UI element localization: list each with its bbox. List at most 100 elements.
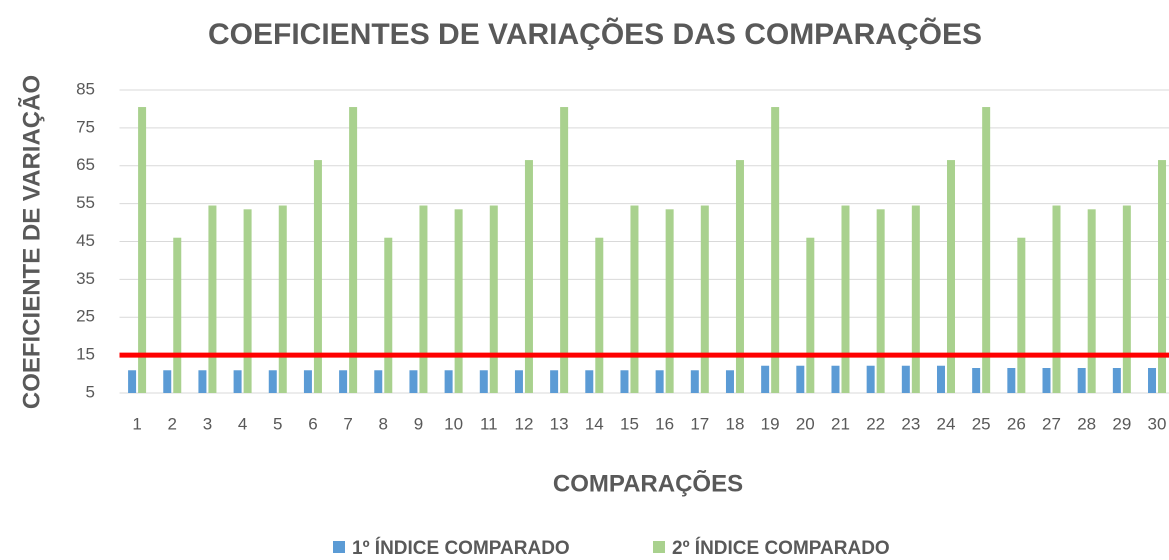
legend-swatch: [653, 541, 665, 553]
bar: [313, 160, 322, 393]
x-tick-label: 22: [866, 414, 885, 433]
x-tick-label: 24: [937, 414, 956, 433]
bar: [806, 237, 815, 393]
y-tick-label: 5: [86, 382, 95, 401]
bar: [1077, 368, 1086, 393]
x-tick-label: 7: [343, 414, 352, 433]
bar: [585, 370, 594, 393]
bar: [233, 370, 242, 393]
bar: [841, 205, 850, 393]
bar: [243, 209, 252, 393]
x-tick-label: 18: [726, 414, 745, 433]
bar: [198, 370, 207, 393]
x-tick-label: 6: [308, 414, 317, 433]
bar: [595, 237, 604, 393]
legend-label: 1º ÍNDICE COMPARADO: [352, 537, 570, 559]
bar: [725, 370, 734, 393]
bar: [339, 370, 348, 393]
bar: [138, 107, 147, 393]
legend-swatch: [333, 541, 345, 553]
x-tick-label: 14: [585, 414, 604, 433]
x-tick-label: 20: [796, 414, 815, 433]
bar: [911, 205, 920, 393]
bar: [514, 370, 523, 393]
bar: [761, 365, 770, 393]
bar: [866, 365, 875, 393]
x-tick-label: 1: [132, 414, 141, 433]
bar: [735, 160, 744, 393]
y-tick-label: 85: [76, 79, 95, 98]
bar: [1158, 160, 1167, 393]
bar: [1052, 205, 1061, 393]
bar: [771, 107, 780, 393]
bar: [444, 370, 453, 393]
x-tick-label: 4: [238, 414, 247, 433]
y-tick-label: 65: [76, 155, 95, 174]
x-tick-label: 8: [379, 414, 388, 433]
x-tick-label: 29: [1112, 414, 1131, 433]
bar: [982, 107, 991, 393]
x-tick-label: 19: [761, 414, 780, 433]
bar: [1148, 368, 1157, 393]
bar: [560, 107, 569, 393]
bar: [208, 205, 217, 393]
x-tick-label: 21: [831, 414, 850, 433]
bar: [901, 365, 910, 393]
bar: [690, 370, 699, 393]
bar: [374, 370, 383, 393]
y-tick-label: 35: [76, 269, 95, 288]
bar: [163, 370, 172, 393]
bar: [1007, 368, 1016, 393]
x-tick-label: 16: [655, 414, 674, 433]
bar: [489, 205, 498, 393]
x-tick-label: 11: [480, 414, 498, 433]
x-tick-label: 17: [690, 414, 709, 433]
bar: [1087, 209, 1096, 393]
bar: [831, 365, 840, 393]
y-tick-label: 75: [76, 117, 95, 136]
bar: [700, 205, 709, 393]
x-tick-label: 26: [1007, 414, 1026, 433]
x-tick-label: 5: [273, 414, 282, 433]
bar: [550, 370, 559, 393]
x-tick-label: 9: [414, 414, 423, 433]
bar: [384, 237, 393, 393]
bar: [419, 205, 428, 393]
x-axis-title: COMPARAÇÕES: [553, 469, 743, 497]
x-tick-label: 2: [168, 414, 177, 433]
y-tick-label: 55: [76, 193, 95, 212]
x-tick-label: 15: [620, 414, 639, 433]
x-tick-label: 3: [203, 414, 212, 433]
chart-title: COEFICIENTES DE VARIAÇÕES DAS COMPARAÇÕE…: [208, 17, 982, 51]
bar: [454, 209, 463, 393]
bar: [946, 160, 955, 393]
x-tick-label: 27: [1042, 414, 1061, 433]
bar: [665, 209, 674, 393]
bar: [524, 160, 533, 393]
bar: [936, 365, 945, 393]
x-tick-label: 23: [901, 414, 920, 433]
bar: [1122, 205, 1131, 393]
bar: [972, 368, 981, 393]
y-tick-label: 15: [76, 345, 95, 364]
bar: [303, 370, 312, 393]
bar: [173, 237, 182, 393]
bar: [620, 370, 629, 393]
legend-label: 2º ÍNDICE COMPARADO: [672, 537, 890, 559]
bar: [278, 205, 287, 393]
bar: [655, 370, 664, 393]
bar: [1112, 368, 1121, 393]
y-tick-label: 25: [76, 307, 95, 326]
bar: [796, 365, 805, 393]
y-axis-title: COEFICIENTE DE VARIAÇÃO: [17, 75, 45, 409]
x-tick-label: 12: [514, 414, 533, 433]
x-tick-label: 30: [1148, 414, 1167, 433]
bar: [128, 370, 137, 393]
bar: [1042, 368, 1051, 393]
bar: [268, 370, 277, 393]
bar: [479, 370, 488, 393]
bar: [630, 205, 639, 393]
x-tick-label: 13: [550, 414, 569, 433]
bar: [349, 107, 358, 393]
